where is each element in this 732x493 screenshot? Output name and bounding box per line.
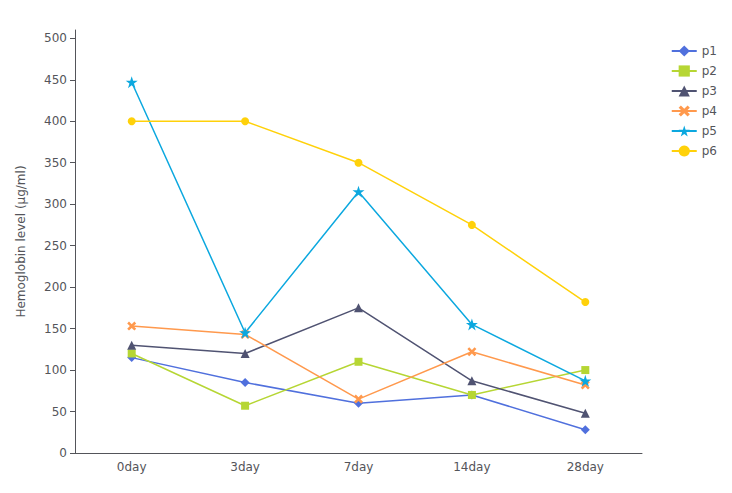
svg-text:100: 100 [44,363,67,377]
svg-text:350: 350 [44,156,67,170]
svg-text:p6: p6 [702,144,717,158]
svg-text:0: 0 [59,446,67,460]
svg-text:14day: 14day [453,460,490,474]
svg-text:p1: p1 [702,44,717,58]
svg-text:500: 500 [44,31,67,45]
svg-text:p5: p5 [702,124,717,138]
svg-text:p4: p4 [702,104,717,118]
svg-text:400: 400 [44,114,67,128]
svg-text:250: 250 [44,239,67,253]
svg-text:p2: p2 [702,64,717,78]
svg-text:3day: 3day [230,460,260,474]
svg-text:28day: 28day [567,460,604,474]
svg-text:450: 450 [44,73,67,87]
svg-text:Hemoglobin level (μg/ml): Hemoglobin level (μg/ml) [14,165,28,317]
svg-text:200: 200 [44,280,67,294]
svg-text:p3: p3 [702,84,717,98]
svg-text:150: 150 [44,322,67,336]
svg-text:0day: 0day [117,460,147,474]
svg-text:7day: 7day [344,460,374,474]
svg-text:50: 50 [52,405,67,419]
svg-text:300: 300 [44,197,67,211]
